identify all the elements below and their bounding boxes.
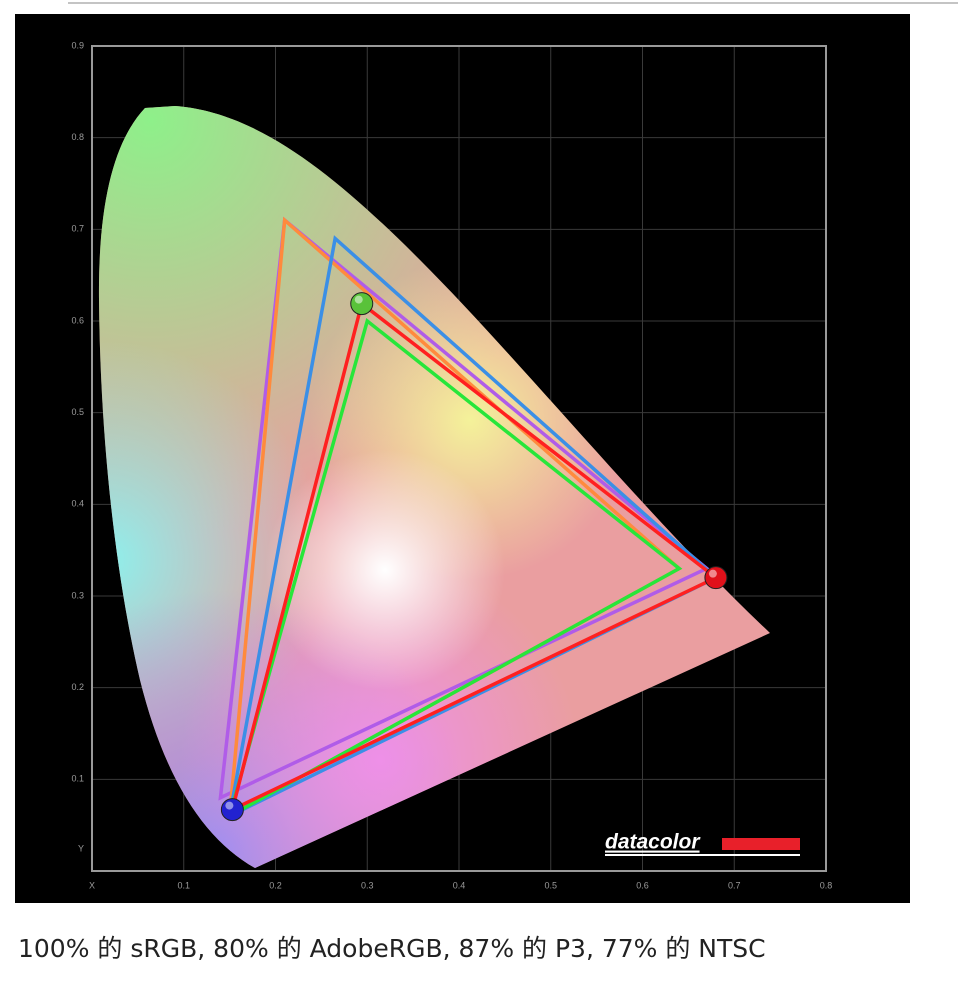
x-tick-label: 0.4	[453, 880, 466, 890]
y-tick-label: 0.3	[71, 590, 84, 600]
marker-highlight	[225, 801, 234, 810]
x-tick-label: 0.8	[820, 880, 833, 890]
y-tick-label: 0.9	[71, 40, 84, 50]
y-tick-label: 0.1	[71, 774, 84, 784]
marker-highlight	[354, 295, 363, 304]
gamut-triangle	[226, 317, 683, 820]
logo-bar	[722, 838, 800, 850]
logo: datacolor	[605, 831, 701, 854]
x-tick-label: 0.3	[361, 880, 374, 890]
x-tick-label: 0.7	[728, 880, 741, 890]
primary-marker	[220, 798, 244, 822]
gamuts	[218, 216, 728, 822]
y-tick-label: 0.4	[71, 499, 84, 509]
y-tick-label: 0.5	[71, 407, 84, 417]
x-tick-label: X	[89, 880, 95, 890]
x-tick-label: 0.5	[544, 880, 557, 890]
x-tick-label: 0.2	[269, 880, 282, 890]
y-tick-label: 0.7	[71, 224, 84, 234]
gamut-triangle	[218, 216, 710, 801]
gamut-triangle	[227, 235, 720, 820]
y-tick-label: Y	[78, 843, 84, 853]
plot-frame	[91, 45, 827, 872]
y-tick-label: 0.6	[71, 315, 84, 325]
marker-highlight	[708, 569, 717, 578]
primary-marker	[704, 566, 728, 590]
x-tick-label: 0.1	[177, 880, 190, 890]
x-tick-label: 0.6	[636, 880, 649, 890]
gamut-triangle	[229, 300, 720, 813]
primary-marker	[350, 292, 374, 316]
caption: 100% 的 sRGB, 80% 的 AdobeRGB, 87% 的 P3, 7…	[18, 934, 766, 963]
y-tick-label: 0.8	[71, 132, 84, 142]
y-tick-label: 0.2	[71, 682, 84, 692]
